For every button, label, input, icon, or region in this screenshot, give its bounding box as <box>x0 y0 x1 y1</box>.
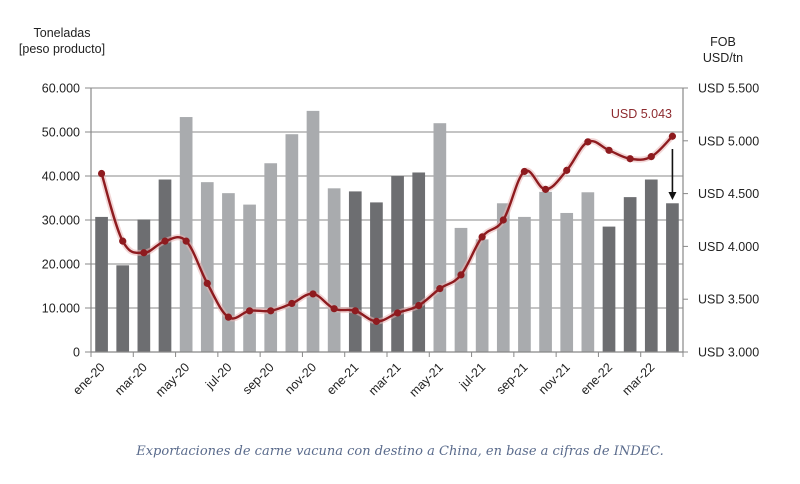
chart: Toneladas [peso producto] FOB USD/tn 60.… <box>19 26 759 400</box>
price-point-jul-21 <box>478 233 486 241</box>
right-tick-label: USD 4.500 <box>698 187 759 201</box>
price-point-mar-20 <box>140 249 148 257</box>
bar-sep-21 <box>518 216 531 352</box>
price-point-abr-21 <box>415 301 423 310</box>
left-tick-label: 30.000 <box>42 214 80 228</box>
price-point-dic-20 <box>330 305 338 313</box>
bar-ago-21 <box>496 203 510 352</box>
x-tick-label: sep-21 <box>494 360 531 397</box>
x-tick-label: may-21 <box>407 360 446 399</box>
price-point-oct-20 <box>288 299 296 308</box>
bar-dic-21 <box>581 192 595 352</box>
price-point-sep-20 <box>267 307 275 315</box>
price-point-mar-22 <box>647 153 655 161</box>
bar-ene-21 <box>348 191 362 352</box>
price-point-abr-22 <box>668 132 677 140</box>
price-point-nov-20 <box>309 290 317 298</box>
x-tick-label: sep-20 <box>240 360 277 397</box>
bar-mar-21 <box>391 176 404 352</box>
bar-ene-22 <box>602 226 616 352</box>
price-point-feb-22 <box>626 155 634 163</box>
right-tick-label: USD 5.500 <box>698 82 759 96</box>
x-tick-label: jul-21 <box>456 360 488 392</box>
price-point-ene-20 <box>97 169 106 178</box>
right-axis-title-line1: FOB <box>710 35 736 49</box>
bar-mar-22 <box>644 179 658 352</box>
right-tick-label: USD 4.000 <box>698 240 759 254</box>
right-tick-label: USD 3.000 <box>698 346 759 360</box>
bar-may-20 <box>179 117 193 352</box>
bar-jul-21 <box>475 239 489 352</box>
bar-jun-20 <box>200 182 214 352</box>
price-point-jun-20 <box>203 279 211 287</box>
left-tick-label: 20.000 <box>42 258 80 272</box>
bar-feb-20 <box>116 265 130 352</box>
arrow-head <box>668 192 677 200</box>
chart-caption: Exportaciones de carne vacuna con destin… <box>136 444 664 459</box>
bar-feb-21 <box>370 202 383 352</box>
x-tick-label: ene-22 <box>578 360 615 397</box>
left-axis-title-line1: Toneladas <box>34 26 91 40</box>
bar-mar-20 <box>137 219 151 352</box>
x-tick-label: ene-20 <box>70 360 107 397</box>
bar-nov-21 <box>560 212 574 352</box>
price-point-nov-21 <box>563 166 571 174</box>
bar-abr-22 <box>666 203 679 352</box>
price-point-jun-21 <box>457 271 465 279</box>
bar-ago-20 <box>243 204 256 352</box>
bar-oct-21 <box>539 191 552 352</box>
price-point-may-20 <box>182 237 190 245</box>
bar-oct-20 <box>285 134 299 352</box>
price-point-feb-21 <box>372 317 381 325</box>
bar-jun-21 <box>454 227 468 352</box>
bars <box>95 110 679 352</box>
x-tick-label: mar-21 <box>366 360 404 398</box>
price-line <box>97 132 677 325</box>
right-tick-label: USD 3.500 <box>698 293 759 307</box>
price-point-sep-21 <box>520 167 529 176</box>
price-point-mar-21 <box>393 309 402 317</box>
x-tick-label: mar-20 <box>112 360 150 398</box>
left-tick-label: 50.000 <box>42 126 80 140</box>
price-annotation: USD 5.043 <box>611 107 672 121</box>
price-point-ago-20 <box>245 307 254 315</box>
right-axis-title-line2: USD/tn <box>703 51 743 65</box>
bar-nov-20 <box>306 110 320 352</box>
down-arrow-icon <box>668 149 677 200</box>
bar-ene-20 <box>95 216 108 352</box>
bar-abr-21 <box>412 172 426 352</box>
x-tick-label: jul-20 <box>202 360 234 392</box>
bar-jul-20 <box>222 193 235 352</box>
price-point-jul-20 <box>224 313 233 321</box>
x-tick-label: ene-21 <box>324 360 361 397</box>
price-point-feb-20 <box>119 237 127 245</box>
x-tick-label: nov-20 <box>282 360 319 397</box>
price-point-oct-21 <box>541 185 550 193</box>
x-tick-label: may-20 <box>153 360 192 399</box>
price-point-ago-21 <box>499 216 507 224</box>
bar-may-21 <box>433 123 447 352</box>
price-point-ene-21 <box>351 307 359 315</box>
bar-feb-22 <box>623 197 637 352</box>
left-tick-label: 60.000 <box>42 82 80 96</box>
left-tick-label: 40.000 <box>42 170 80 184</box>
bar-abr-20 <box>158 179 172 352</box>
x-tick-label: nov-21 <box>536 360 573 397</box>
left-axis-title-line2: [peso producto] <box>19 42 105 56</box>
price-point-dic-21 <box>584 138 592 146</box>
right-tick-label: USD 5.000 <box>698 134 759 148</box>
x-tick-label: mar-22 <box>620 360 658 398</box>
price-point-abr-20 <box>161 237 169 245</box>
axes <box>85 87 688 357</box>
bar-sep-20 <box>264 163 278 352</box>
price-point-ene-22 <box>605 146 613 154</box>
left-tick-label: 10.000 <box>42 302 80 316</box>
left-tick-label: 0 <box>73 346 80 360</box>
price-point-may-21 <box>436 285 444 293</box>
price-line-path <box>100 135 674 323</box>
bar-dic-20 <box>327 188 341 352</box>
